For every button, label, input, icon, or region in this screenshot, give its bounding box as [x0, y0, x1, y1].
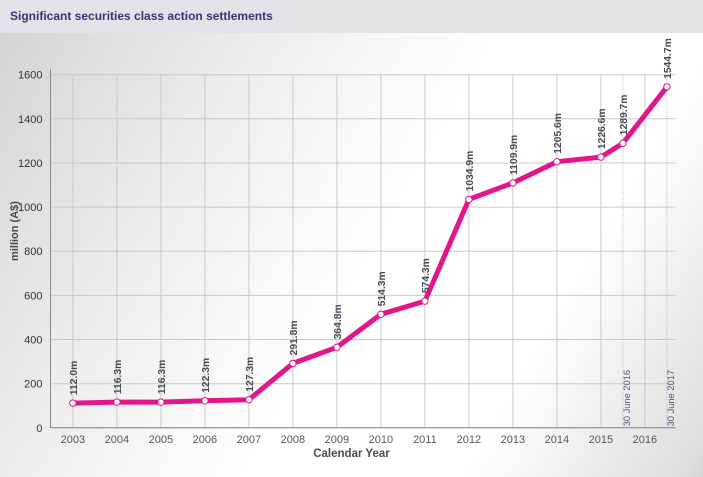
svg-text:2015: 2015: [589, 434, 613, 446]
svg-text:291.8m: 291.8m: [289, 320, 300, 355]
svg-text:0: 0: [36, 423, 42, 435]
svg-text:1109.9m: 1109.9m: [509, 135, 520, 175]
svg-text:116.3m: 116.3m: [157, 360, 168, 394]
svg-text:800: 800: [24, 246, 42, 258]
svg-text:2010: 2010: [369, 434, 393, 446]
svg-text:2003: 2003: [61, 434, 85, 446]
svg-text:1289.7m: 1289.7m: [619, 95, 630, 136]
svg-text:1400: 1400: [18, 114, 42, 126]
svg-text:1600: 1600: [18, 70, 42, 82]
svg-text:1544.7m: 1544.7m: [663, 38, 674, 79]
svg-text:30 June 2016: 30 June 2016: [622, 370, 632, 426]
svg-text:2009: 2009: [325, 434, 349, 446]
svg-text:574.3m: 574.3m: [421, 258, 432, 293]
svg-text:30 June 2017: 30 June 2017: [666, 370, 676, 426]
svg-text:364.8m: 364.8m: [333, 304, 344, 339]
svg-text:600: 600: [24, 290, 42, 302]
svg-text:2013: 2013: [501, 434, 525, 446]
svg-text:1000: 1000: [18, 202, 42, 214]
svg-text:1200: 1200: [18, 158, 42, 170]
svg-text:1034.9m: 1034.9m: [465, 151, 476, 192]
svg-text:122.3m: 122.3m: [201, 358, 212, 393]
svg-text:2012: 2012: [457, 434, 481, 446]
svg-text:116.3m: 116.3m: [113, 360, 124, 394]
svg-text:2006: 2006: [193, 434, 217, 446]
svg-text:127.3m: 127.3m: [245, 357, 256, 392]
svg-text:400: 400: [24, 335, 42, 347]
svg-text:2016: 2016: [633, 434, 657, 446]
svg-text:2005: 2005: [149, 434, 173, 446]
svg-text:112.0m: 112.0m: [69, 361, 80, 395]
svg-text:2008: 2008: [281, 434, 305, 446]
svg-text:2004: 2004: [105, 434, 129, 446]
svg-text:2007: 2007: [237, 434, 261, 446]
svg-text:2014: 2014: [545, 434, 569, 446]
svg-text:514.3m: 514.3m: [377, 271, 388, 306]
svg-text:200: 200: [24, 379, 42, 391]
svg-text:2011: 2011: [413, 434, 437, 446]
svg-text:1226.6m: 1226.6m: [597, 108, 608, 149]
svg-text:1205.6m: 1205.6m: [553, 113, 564, 154]
